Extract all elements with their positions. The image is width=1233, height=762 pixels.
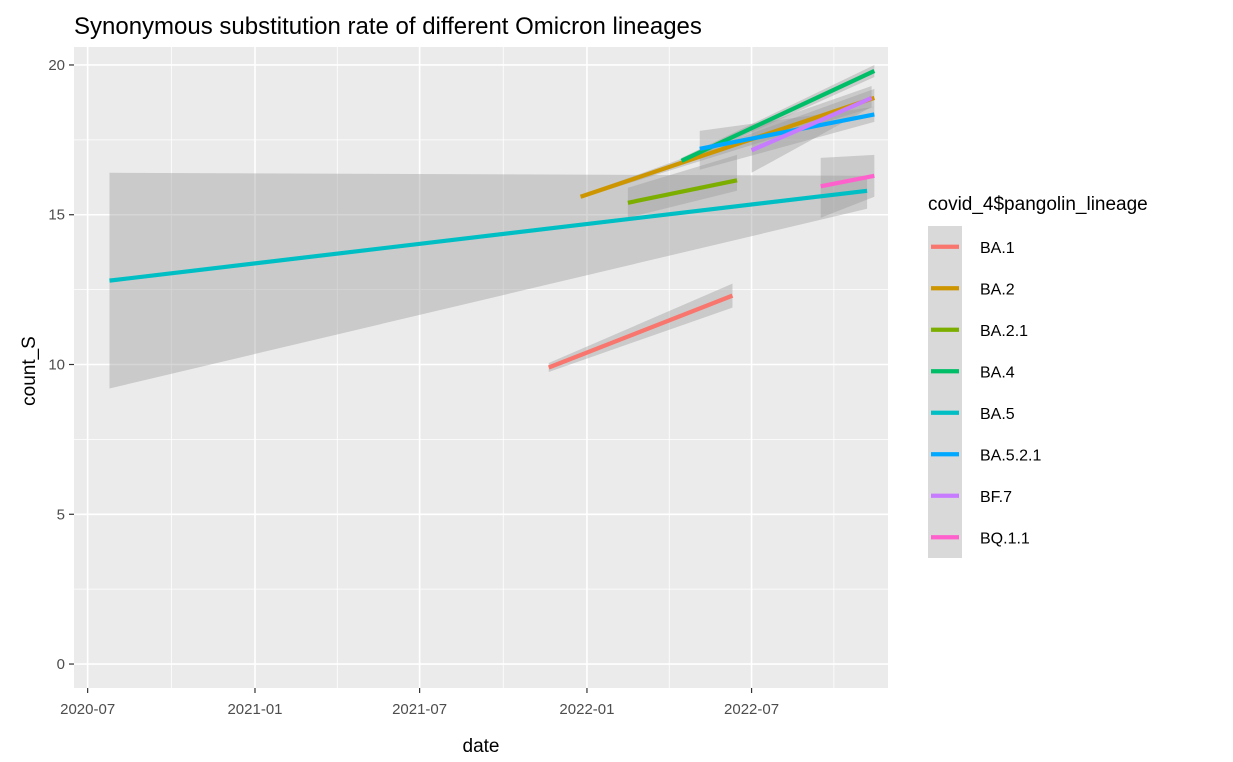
series-line-BA.2 [579, 95, 876, 199]
legend-label-BA.5: BA.5 [980, 406, 1015, 423]
tick-labels: 2020-07 2021-01 2021-07 2022-01 2022-07 0 5 10 1… [48, 57, 779, 718]
x-tick-label: 2021-07 [392, 701, 447, 718]
series-line-BA.1 [547, 293, 734, 370]
legend-label-BQ.1.1: BQ.1.1 [980, 530, 1030, 547]
axis-ticks [69, 64, 753, 693]
band-BQ.1.1 [820, 154, 875, 218]
legend-key-background [928, 226, 962, 558]
legend-label-BA.2.1: BA.2.1 [980, 323, 1028, 340]
y-tick-label: 0 [57, 656, 65, 673]
x-axis-title: date [463, 736, 500, 757]
y-tick-label: 20 [48, 57, 65, 74]
y-tick-label: 15 [48, 207, 65, 224]
series-line-BA.5 [109, 188, 868, 283]
series-line-BF.7 [750, 95, 873, 153]
legend-label-BA.1: BA.1 [980, 240, 1015, 257]
y-axis-title: count_S [19, 336, 40, 406]
legend-label-BF.7: BF.7 [980, 489, 1012, 506]
chart-title: Synonymous substitution rate of differen… [74, 13, 702, 40]
legend-title: covid_4$pangolin_lineage [928, 194, 1148, 215]
series-line-BA.2.1 [627, 178, 738, 205]
legend-label-BA.2: BA.2 [980, 281, 1015, 298]
band-BA.5 [109, 172, 868, 389]
band-BA.2.1 [627, 154, 738, 218]
legend: covid_4$pangolin_lineage BA.1 BA.2 BA.2.1 B… [928, 194, 1148, 558]
x-tick-label: 2021-01 [227, 701, 282, 718]
x-tick-label: 2022-07 [724, 701, 779, 718]
y-tick-label: 5 [57, 506, 65, 523]
series-lines [109, 69, 876, 370]
series-line-BA.5.2.1 [699, 112, 875, 151]
legend-label-BA.5.2.1: BA.5.2.1 [980, 447, 1041, 464]
major-gridlines [74, 47, 888, 688]
legend-label-BA.4: BA.4 [980, 364, 1015, 381]
y-tick-label: 10 [48, 357, 65, 374]
x-tick-label: 2020-07 [60, 701, 115, 718]
series-line-BQ.1.1 [820, 173, 875, 189]
x-tick-label: 2022-01 [559, 701, 614, 718]
